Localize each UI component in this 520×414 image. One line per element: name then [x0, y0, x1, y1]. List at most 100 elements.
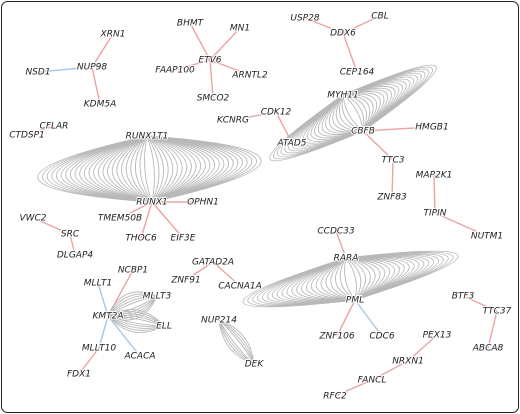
gene-label: ZNF91	[170, 276, 201, 286]
edge	[78, 347, 100, 375]
fusion-bundle	[342, 87, 392, 132]
fusion-bundle	[345, 257, 376, 301]
fusion-bundle	[345, 256, 415, 301]
gene-label: ZNF83	[376, 193, 407, 203]
gene-label: FANCL	[358, 376, 387, 386]
gene-label: TTC3	[381, 156, 404, 166]
fusion-bundle	[46, 135, 153, 203]
gene-label: PML	[346, 296, 364, 306]
fusion-bundle	[296, 257, 356, 301]
gene-label: RARA	[334, 254, 359, 264]
edge	[91, 66, 101, 105]
fusion-bundle	[321, 94, 364, 135]
fusion-bundle	[269, 94, 364, 162]
fusion-bundle	[146, 135, 197, 203]
gene-label: SMCO2	[197, 94, 230, 104]
fusion-bundle	[107, 314, 165, 327]
fusion-bundle	[146, 135, 234, 203]
fusion-bundle	[107, 315, 165, 327]
fusion-bundle	[93, 135, 153, 203]
edge	[407, 334, 438, 362]
fusion-bundle	[107, 315, 165, 331]
fusion-bundle	[242, 257, 356, 308]
fusion-bundle	[342, 94, 364, 132]
fusion-bundle	[134, 135, 153, 203]
fusion-bundle	[345, 257, 410, 301]
fusion-bundle	[56, 135, 153, 203]
gene-label: ELL	[156, 322, 172, 332]
gene-label: NUP98	[77, 63, 107, 73]
edge	[26, 125, 55, 136]
edges	[26, 15, 498, 397]
fusion-bundle	[320, 257, 356, 301]
gene-label: BTF3	[452, 292, 475, 302]
fusion-bundle	[146, 135, 253, 203]
fusion-bundle	[339, 257, 356, 301]
edge	[209, 59, 214, 99]
fusion-bundle	[345, 257, 400, 301]
fusion-bundle	[306, 257, 356, 301]
fusion-bundle	[345, 257, 357, 301]
fusion-bundle	[218, 319, 255, 365]
fusion-bundle	[107, 291, 158, 317]
fusion-bundle	[301, 257, 356, 301]
gene-label: GATAD2A	[192, 258, 234, 268]
gene-label: ARNTL2	[231, 71, 268, 81]
edge	[362, 130, 394, 161]
fusion-bundle	[146, 135, 239, 203]
fusion-bundle	[342, 94, 364, 132]
gene-label: ABCA8	[472, 344, 504, 354]
edge	[335, 230, 347, 259]
fusion-bundle	[218, 319, 255, 365]
fusion-bundle	[146, 135, 225, 203]
edge	[342, 15, 381, 34]
fusion-bundle	[107, 315, 165, 328]
fusion-bundle	[107, 293, 158, 317]
fusion-bundle	[42, 135, 153, 203]
fusion-bundle	[291, 257, 356, 301]
fusion-bundle	[111, 135, 153, 203]
gene-label: CCDC33	[317, 227, 355, 237]
fusion-bundle	[342, 91, 385, 132]
fusion-bundle	[342, 94, 371, 132]
gene-label: NUTM1	[471, 232, 503, 242]
fusion-bundle	[218, 319, 255, 365]
gene-label: KMT2A	[92, 312, 123, 322]
fusion-bundle	[345, 257, 366, 301]
gene-label: CTDSP1	[9, 131, 45, 141]
edge	[69, 233, 76, 256]
fusion-bundle	[146, 135, 211, 203]
fusion-bundle	[342, 94, 374, 132]
fusion-bundle	[60, 135, 153, 203]
gene-label: DLGAP4	[57, 251, 94, 261]
fusion-bundle	[344, 257, 356, 301]
gene-label: USP28	[290, 14, 319, 24]
fusion-bundle	[146, 135, 243, 203]
gene-label: RUNX1T1	[126, 132, 169, 142]
gene-label: ETV6	[198, 56, 221, 66]
fusion-bundle	[345, 257, 362, 301]
fusion-bundle	[146, 135, 174, 203]
edge	[209, 59, 251, 76]
edge	[391, 159, 394, 198]
edge	[434, 212, 488, 237]
gene-label: CEP164	[340, 68, 375, 78]
edge	[304, 17, 344, 34]
gene-label: TIPIN	[424, 209, 447, 219]
fusion-bundle	[342, 93, 378, 132]
edge	[362, 126, 433, 132]
edge	[107, 315, 141, 357]
fusion-bundle	[218, 319, 255, 365]
gene-label: SRC	[61, 230, 80, 240]
fusion-bundle	[107, 309, 165, 327]
fusion-bundle	[79, 135, 153, 203]
edge	[151, 201, 184, 239]
fusion-bundle	[125, 135, 153, 203]
fusion-bundle	[107, 313, 165, 327]
gene-label: HMGB1	[415, 123, 448, 133]
fusion-bundle	[345, 257, 381, 301]
fusion-bundle	[97, 135, 153, 203]
fusion-bundle	[218, 319, 255, 365]
fusion-bundle	[146, 135, 230, 203]
gene-label: KDM5A	[84, 100, 116, 110]
